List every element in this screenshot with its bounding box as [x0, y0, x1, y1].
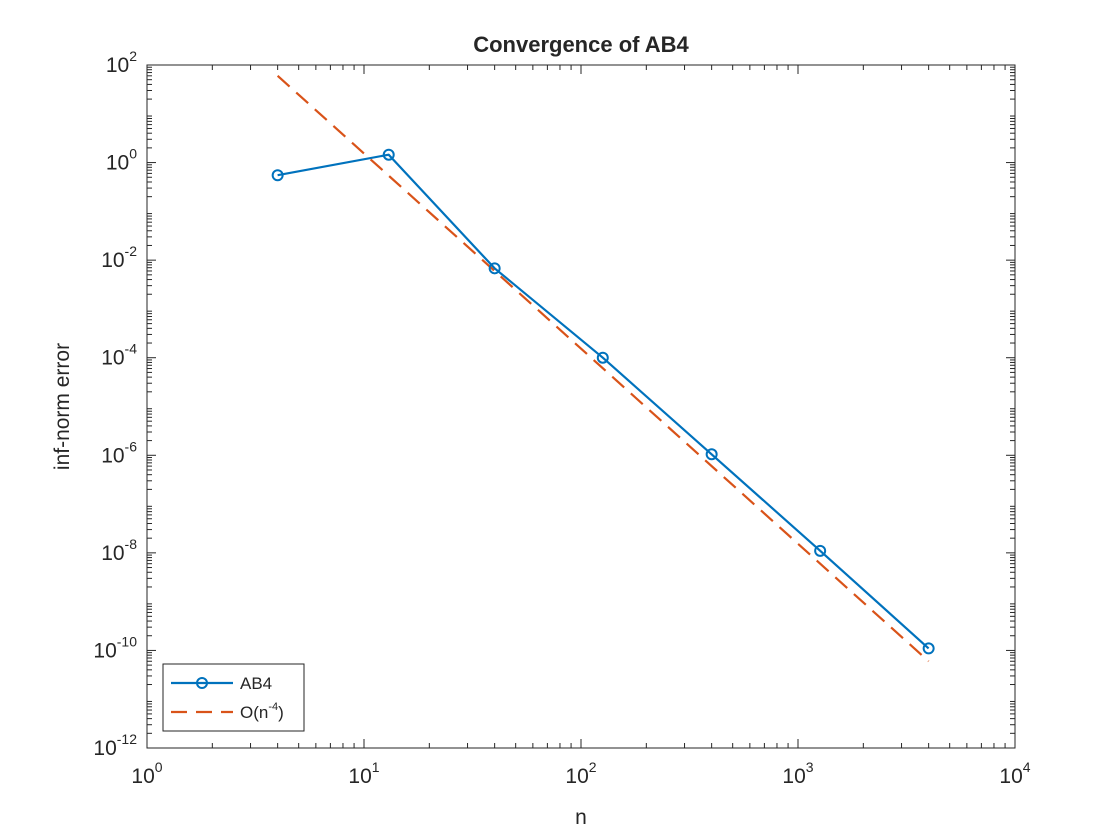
series-o-n-4-line	[276, 75, 930, 663]
x-tick-label: 103	[782, 759, 813, 788]
y-tick-label: 10-12	[93, 731, 137, 760]
y-tick-label-base: 10	[101, 347, 124, 370]
y-tick-label-base: 10	[101, 444, 124, 467]
y-tick-label-exp: 2	[129, 48, 137, 64]
legend-ab4-marker	[196, 677, 208, 689]
y-tick-label: 10-2	[101, 243, 137, 272]
ticks-layer	[146, 64, 1016, 749]
y-tick-label-exp: -8	[125, 536, 138, 552]
y-tick-label-exp: -4	[125, 341, 138, 357]
y-tick-label-base: 10	[106, 54, 129, 77]
y-tick-label-exp: -12	[117, 731, 137, 747]
y-tick-label-exp: -2	[125, 243, 138, 259]
x-tick-label: 101	[348, 759, 379, 788]
y-tick-label: 10-4	[101, 341, 137, 370]
series-layer	[271, 75, 935, 663]
series-ab4-line	[277, 153, 930, 650]
series-ab4-point	[596, 351, 609, 364]
y-tick-label: 100	[106, 146, 137, 175]
series-ab4-point	[814, 544, 827, 557]
legend-ab4-label: AB4	[240, 674, 272, 693]
y-axis-label: inf-norm error	[51, 343, 74, 470]
series-ab4-point	[271, 169, 284, 182]
x-tick-label-exp: 4	[1023, 759, 1031, 775]
series-ab4-point	[382, 148, 395, 161]
x-tick-label-base: 10	[782, 765, 805, 788]
x-tick-label-base: 10	[131, 765, 154, 788]
x-tick-label: 104	[999, 759, 1030, 788]
x-tick-label: 100	[131, 759, 162, 788]
plot-area	[147, 65, 1015, 748]
y-tick-label-base: 10	[106, 152, 129, 175]
chart-title: Convergence of AB4	[473, 32, 689, 57]
x-tick-label: 102	[565, 759, 596, 788]
legend-box	[162, 663, 305, 732]
legend-o-n-4-label: O(n-4)	[240, 701, 284, 722]
series-ab4-point	[705, 448, 718, 461]
legend-o-n-4-label-sup: -4	[268, 701, 278, 713]
tick-labels-layer: 100 101 102 103 10410210010-210-410-610-810-…	[93, 48, 1030, 788]
legend-o-n-4-label-main: O(n	[240, 703, 268, 722]
series-ab4-point	[488, 262, 501, 275]
y-tick-label-base: 10	[93, 639, 116, 662]
x-tick-label-exp: 2	[589, 759, 597, 775]
y-tick-label: 10-10	[93, 633, 137, 662]
x-tick-label-exp: 3	[806, 759, 814, 775]
y-tick-label-exp: -10	[117, 633, 137, 649]
y-tick-label-base: 10	[93, 737, 116, 760]
x-tick-label-base: 10	[999, 765, 1022, 788]
y-tick-label: 10-6	[101, 438, 137, 467]
x-tick-label-exp: 1	[372, 759, 380, 775]
series-ab4-point	[922, 642, 935, 655]
y-tick-label: 102	[106, 48, 137, 77]
y-tick-label: 10-8	[101, 536, 137, 565]
y-tick-label-base: 10	[101, 542, 124, 565]
x-tick-label-base: 10	[565, 765, 588, 788]
legend: AB4 O(n-4)	[162, 663, 305, 732]
legend-o-n-4-label-tail: )	[278, 703, 284, 722]
x-axis-label: n	[575, 806, 587, 829]
y-tick-label-exp: 0	[129, 146, 137, 162]
axes-box	[146, 64, 1016, 749]
y-tick-label-base: 10	[101, 249, 124, 272]
x-tick-label-base: 10	[348, 765, 371, 788]
y-tick-label-exp: -6	[125, 438, 138, 454]
x-tick-label-exp: 0	[155, 759, 163, 775]
